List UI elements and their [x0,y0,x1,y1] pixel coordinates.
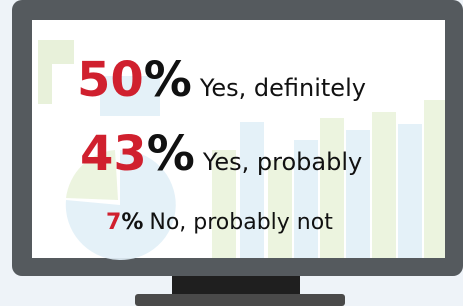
deco-bar [398,124,422,258]
deco-bar [320,118,344,258]
deco-square [38,64,52,104]
monitor-graphic: 50%Yes, definitely 43%Yes, probably 7%No… [0,0,463,306]
stat-number: 50 [77,52,144,108]
stat-row: 7%No, probably not [106,210,333,235]
page: 50%Yes, definitely 43%Yes, probably 7%No… [0,0,463,306]
stat-label: No, probably not [149,210,333,235]
deco-square [38,40,74,64]
stat-unit: % [144,52,192,108]
stat-label: Yes, definitely [199,74,366,102]
stat-unit: % [121,210,143,235]
monitor-base [135,294,345,306]
deco-bar [372,112,396,258]
stat-number: 43 [80,126,147,182]
deco-bar [240,122,264,258]
deco-bar [424,100,445,258]
stat-unit: % [147,126,195,182]
stat-number: 7 [106,210,121,235]
stat-label: Yes, probably [202,148,362,176]
